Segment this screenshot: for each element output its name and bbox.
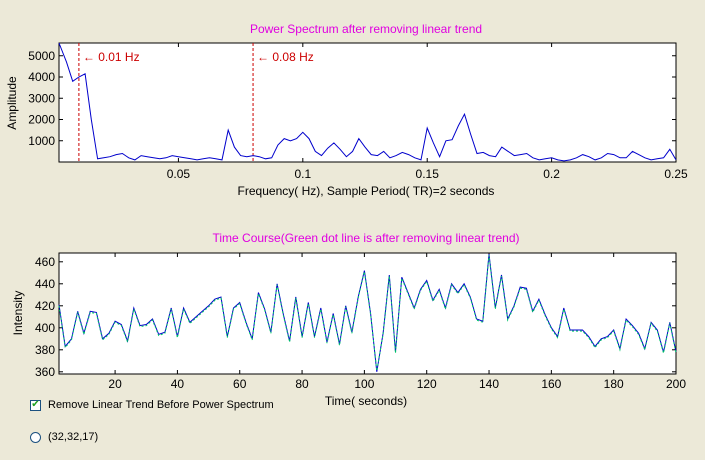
x-tick-label: 0.25 [664, 167, 688, 181]
power-spectrum-plot-area [58, 42, 677, 163]
x-tick-label: 0.15 [416, 167, 440, 181]
x-tick-label: 40 [171, 377, 185, 391]
time-course-y-axis: 360 380 400 420 440 460 [35, 255, 676, 379]
x-tick-label: 80 [295, 377, 309, 391]
y-tick-label: 5000 [28, 49, 55, 63]
voxel-label: (32,32,17) [48, 431, 99, 443]
y-tick-label: 360 [35, 365, 55, 379]
check-icon: ✔ [31, 399, 40, 410]
x-tick-label: 0.1 [294, 167, 311, 181]
controls-panel: ✔ Remove Linear Trend Before Power Spect… [30, 396, 274, 460]
raw-time-course-line [58, 254, 677, 372]
x-tick-label: 100 [354, 377, 374, 391]
y-tick-label: 400 [35, 321, 55, 335]
power-spectrum-x-axis: 0.05 0.1 0.15 0.2 0.25 [167, 43, 688, 181]
y-tick-label: 2000 [28, 113, 55, 127]
time-course-title: Time Course(Green dot line is after remo… [212, 231, 519, 245]
x-tick-label: 60 [233, 377, 247, 391]
remove-trend-option[interactable]: ✔ Remove Linear Trend Before Power Spect… [30, 396, 274, 414]
y-tick-label: 420 [35, 299, 55, 313]
remove-trend-checkbox[interactable]: ✔ [30, 399, 41, 411]
time-course-x-axis: 20 40 60 80 100 120 140 160 180 200 [108, 253, 686, 391]
power-spectrum-line [58, 42, 677, 162]
power-spectrum-chart: Power Spectrum after removing linear tre… [5, 22, 688, 198]
time-course-y-label: Intensity [11, 291, 25, 336]
y-tick-label: 4000 [28, 70, 55, 84]
x-tick-label: 0.05 [167, 167, 191, 181]
remove-trend-label: Remove Linear Trend Before Power Spectru… [48, 399, 274, 411]
time-course-chart: Time Course(Green dot line is after remo… [11, 231, 686, 408]
power-spectrum-y-label: Amplitude [5, 76, 19, 130]
voxel-option[interactable]: (32,32,17) [30, 428, 274, 446]
y-tick-label: 440 [35, 277, 55, 291]
x-tick-label: 180 [604, 377, 624, 391]
x-tick-label: 140 [479, 377, 499, 391]
power-spectrum-y-axis: 1000 2000 3000 4000 5000 [28, 49, 676, 148]
frequency-marker-label: ← 0.08 Hz [257, 50, 314, 64]
y-tick-label: 380 [35, 343, 55, 357]
y-tick-label: 1000 [28, 134, 55, 148]
y-tick-label: 3000 [28, 91, 55, 105]
y-tick-label: 460 [35, 255, 55, 269]
power-spectrum-x-label: Frequency( Hz), Sample Period( TR)=2 sec… [238, 184, 495, 198]
voxel-radio[interactable] [30, 431, 41, 443]
frequency-markers: ← 0.01 Hz ← 0.08 Hz [78, 43, 314, 162]
x-tick-label: 120 [417, 377, 437, 391]
figure-canvas: Power Spectrum after removing linear tre… [5, 22, 688, 408]
power-spectrum-title: Power Spectrum after removing linear tre… [250, 22, 482, 36]
x-tick-label: 0.2 [543, 167, 560, 181]
x-tick-label: 20 [108, 377, 122, 391]
frequency-marker-label: ← 0.01 Hz [83, 50, 140, 64]
x-tick-label: 200 [666, 377, 686, 391]
x-tick-label: 160 [541, 377, 561, 391]
time-course-x-label: Time( seconds) [325, 394, 407, 408]
detrended-time-course-line [58, 255, 677, 371]
time-course-plot-area [58, 252, 677, 375]
